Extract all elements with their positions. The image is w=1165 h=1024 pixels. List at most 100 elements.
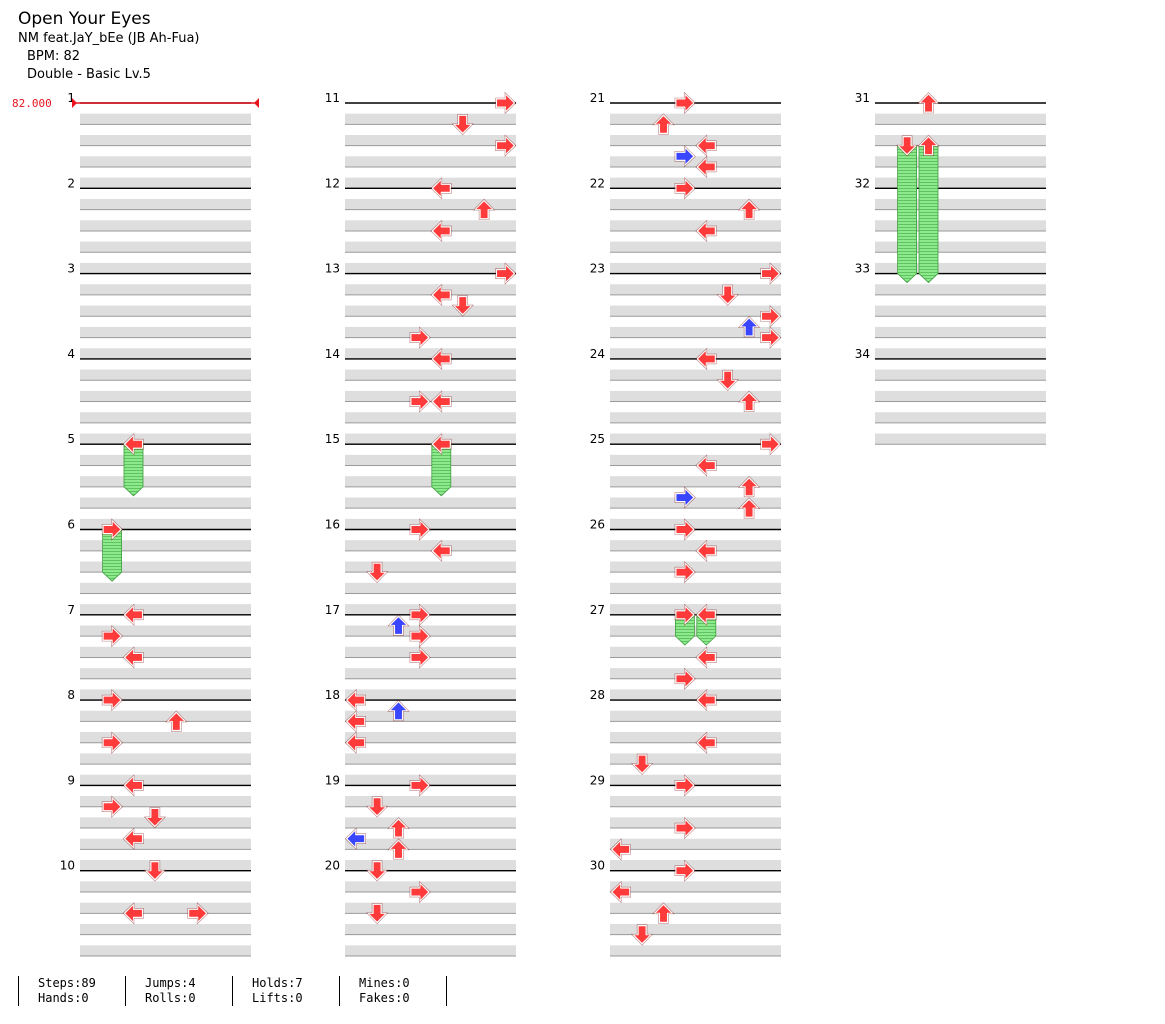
beat-band — [345, 156, 516, 167]
beat-band — [345, 817, 516, 829]
beat-band — [80, 220, 251, 231]
arrow-right-icon — [674, 603, 696, 627]
beat-band — [345, 198, 516, 210]
beat-band — [875, 284, 1046, 295]
beat-band — [80, 454, 251, 466]
arrow-left-icon — [430, 347, 452, 371]
beat-band — [80, 817, 251, 829]
arrow-right-icon — [409, 603, 431, 627]
arrow-right-icon — [495, 91, 517, 115]
beat-band — [345, 348, 516, 359]
arrow-right-icon — [674, 486, 696, 509]
measure-number: 30 — [590, 859, 605, 873]
arrow-left-icon — [344, 731, 367, 754]
arrow-right-icon — [674, 667, 696, 690]
arrow-left-icon — [695, 688, 717, 712]
measure-number: 18 — [325, 688, 340, 702]
beat-band — [610, 689, 781, 701]
arrow-right-icon — [674, 560, 696, 584]
measure-28: 28 — [590, 688, 781, 786]
beat-band — [80, 924, 251, 935]
measure-1: 1 — [67, 91, 251, 189]
measure-number: 34 — [855, 347, 870, 361]
stat-separator — [446, 976, 447, 1006]
arrow-down-icon — [895, 135, 919, 157]
arrow-left-icon — [430, 432, 452, 456]
arrow-right-icon — [409, 518, 431, 541]
beat-band — [80, 732, 251, 743]
beat-band — [345, 369, 516, 381]
bpm-change-marker: 82.000 — [12, 97, 259, 110]
arrow-right-icon — [409, 326, 431, 349]
beat-band — [345, 902, 516, 914]
beat-band — [610, 881, 781, 893]
beat-band — [80, 433, 251, 445]
measure-number: 12 — [325, 176, 340, 190]
beat-band — [345, 924, 516, 935]
beat-band — [610, 433, 781, 445]
beat-band — [875, 113, 1046, 125]
measure-23: 23 — [590, 262, 781, 360]
arrow-right-icon — [101, 795, 124, 818]
beat-band — [80, 774, 251, 786]
measure-number: 15 — [325, 432, 340, 446]
arrow-left-icon — [430, 177, 452, 200]
beat-band — [610, 668, 781, 679]
beat-band — [610, 454, 781, 466]
beat-band — [610, 284, 781, 295]
beat-band — [80, 796, 251, 807]
arrow-up-icon — [472, 198, 496, 220]
arrow-right-icon — [101, 688, 124, 712]
beat-band — [610, 561, 781, 573]
arrow-up-icon — [652, 902, 675, 924]
measure-10: 10 — [60, 859, 251, 957]
arrow-down-icon — [630, 924, 654, 946]
beat-band — [875, 433, 1046, 445]
beat-band — [345, 582, 516, 594]
arrow-down-icon — [365, 903, 389, 925]
measure-number: 19 — [325, 773, 340, 787]
measure-25: 25 — [590, 432, 781, 530]
arrow-right-icon — [495, 262, 517, 285]
beat-band — [875, 369, 1046, 381]
stat-cell: Holds:7 Lifts:0 — [252, 976, 303, 1006]
measure-number: 13 — [325, 262, 340, 276]
arrow-left-icon — [344, 827, 367, 850]
arrow-left-icon — [609, 880, 632, 904]
beat-band — [80, 646, 251, 658]
measure-8: 8 — [67, 688, 251, 786]
beat-band — [610, 326, 781, 338]
beat-band — [80, 156, 251, 167]
hold-note — [918, 145, 939, 284]
beat-band — [345, 860, 516, 871]
song-bpm: BPM: 82 — [27, 49, 81, 64]
beat-band — [345, 604, 516, 615]
beat-band — [345, 753, 516, 765]
beat-band — [610, 220, 781, 231]
chart-difficulty: Double - Basic Lv.5 — [27, 67, 151, 82]
measure-number: 4 — [67, 347, 75, 361]
beat-band — [610, 497, 781, 509]
measure-4: 4 — [67, 347, 251, 445]
beat-band — [610, 156, 781, 167]
stat-separator — [232, 976, 233, 1006]
beat-band — [80, 348, 251, 359]
arrow-left-icon — [122, 774, 144, 797]
measure-34: 34 — [855, 347, 1046, 445]
arrow-down-icon — [365, 561, 389, 584]
beat-band — [610, 902, 781, 914]
measure-number: 6 — [67, 518, 75, 532]
beat-band — [875, 326, 1046, 338]
beat-band — [345, 476, 516, 487]
beat-band — [345, 497, 516, 509]
measure-number: 8 — [67, 688, 75, 702]
arrow-right-icon — [674, 859, 696, 882]
measure-number: 27 — [590, 603, 605, 617]
arrow-down-icon — [630, 753, 654, 776]
stat-separator — [18, 976, 19, 1006]
beat-band — [610, 604, 781, 615]
beat-band — [875, 390, 1046, 402]
beat-band — [80, 241, 251, 253]
arrow-up-icon — [387, 817, 410, 839]
